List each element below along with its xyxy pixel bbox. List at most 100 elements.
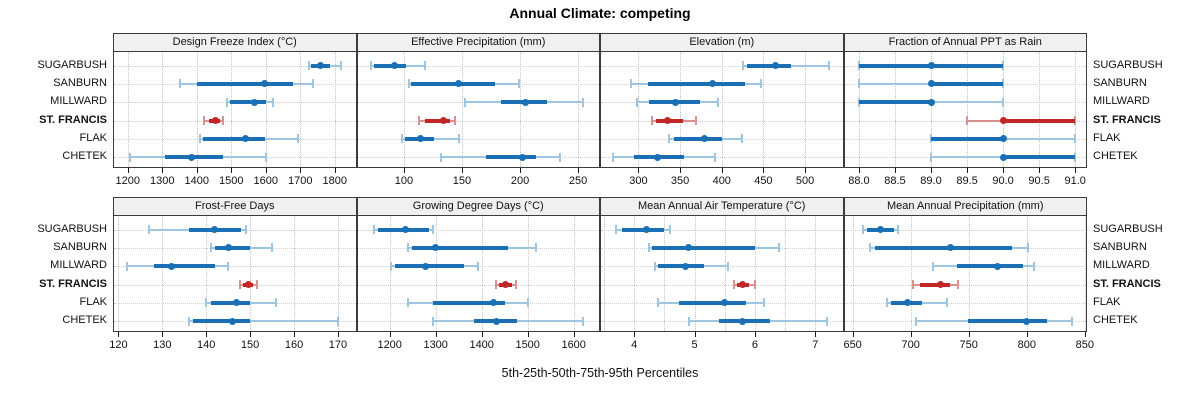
cap-5th	[862, 225, 865, 234]
site-label-left-millward: MILLWARD	[50, 259, 107, 272]
axis-tick	[300, 168, 302, 173]
cap-95th	[759, 79, 762, 89]
axis-tick-label: 1300	[150, 175, 175, 187]
axis-tick-label: 1200	[377, 339, 402, 351]
axis-tick	[265, 168, 267, 173]
axis-tick	[162, 168, 164, 173]
gridline	[573, 216, 575, 331]
panel-design-freeze-index-c: Design Freeze Index (°C)	[113, 33, 357, 168]
axis-tick-label: 160	[284, 339, 304, 351]
gridline	[435, 216, 437, 331]
axis-tick-label: 200	[510, 175, 530, 187]
range-box-25-75	[410, 81, 495, 86]
median-dot	[432, 244, 440, 252]
panel-header: Effective Precipitation (mm)	[356, 33, 600, 51]
gridline	[127, 52, 129, 167]
site-label-right-chetek: CHETEK	[1093, 314, 1138, 327]
median-dot	[422, 262, 430, 270]
row-reference-line	[601, 229, 843, 231]
site-label-left-sanburn: SANBURN	[53, 240, 107, 253]
axis-tick	[481, 332, 483, 337]
axis-tick-label: 800	[1017, 339, 1036, 351]
gridline	[162, 52, 164, 167]
site-label-left-chetek: CHETEK	[62, 150, 107, 163]
site-label-right-flak: FLAK	[1093, 295, 1121, 308]
median-dot	[927, 98, 935, 106]
panel-plot	[843, 51, 1087, 168]
axis-tick	[196, 168, 198, 173]
median-dot	[927, 80, 935, 88]
cap-95th	[515, 280, 518, 290]
cap-95th	[1026, 243, 1029, 253]
median-dot	[455, 80, 462, 88]
axis-tick	[118, 332, 120, 337]
cap-95th	[826, 316, 829, 326]
gridline	[461, 52, 463, 167]
cap-95th	[272, 97, 275, 107]
axis-tick-label: 1600	[561, 339, 586, 351]
panel-plot	[600, 51, 844, 168]
gridline	[634, 216, 636, 331]
range-box-25-75	[1003, 118, 1076, 123]
median-dot	[167, 262, 175, 270]
axis-tick	[127, 168, 129, 173]
gridline	[206, 216, 208, 331]
cap-95th	[265, 152, 268, 162]
cap-5th	[741, 61, 744, 70]
median-dot	[518, 153, 526, 161]
cap-95th	[423, 61, 426, 70]
axis-tick	[1039, 168, 1041, 173]
gridline	[785, 216, 787, 331]
range-box-25-75	[486, 155, 537, 160]
site-label-left-st-francis: ST. FRANCIS	[39, 113, 107, 126]
median-dot	[251, 98, 259, 106]
gridline	[852, 216, 854, 331]
site-label-right-millward: MILLWARD	[1093, 95, 1150, 108]
row-reference-line	[601, 284, 843, 286]
median-dot	[490, 299, 498, 307]
cap-95th	[581, 316, 584, 326]
cap-5th	[857, 79, 860, 89]
panel-effective-precipitation-mm: Effective Precipitation (mm)	[356, 33, 600, 168]
site-label-left-flak: FLAK	[79, 131, 107, 144]
gridline	[931, 52, 932, 167]
cap-5th	[432, 316, 435, 326]
gridline	[481, 216, 483, 331]
axis-tick-label: 88.5	[884, 175, 906, 187]
range-box-25-75	[858, 100, 931, 105]
axis-tick	[638, 168, 640, 173]
cap-5th	[418, 116, 421, 126]
median-dot	[212, 117, 220, 125]
cap-95th	[581, 97, 584, 107]
median-dot	[402, 226, 410, 233]
row-reference-line	[357, 138, 599, 140]
panel-header: Frost-Free Days	[113, 197, 357, 215]
axis-tick-label: 1600	[253, 175, 279, 187]
median-dot	[492, 317, 500, 325]
range-box-25-75	[1003, 155, 1076, 160]
axis-tick-label: 7	[812, 339, 819, 351]
axis-tick	[1003, 168, 1005, 173]
axis-tick-label: 90.0	[992, 175, 1014, 187]
site-label-left-sugarbush: SUGARBUSH	[37, 222, 107, 235]
range-box-25-75	[203, 136, 266, 141]
median-dot	[937, 281, 945, 289]
cap-95th	[340, 61, 342, 70]
panel-elevation-m: Elevation (m)	[600, 33, 844, 168]
median-dot	[261, 80, 269, 88]
axis-tick-label: 89.5	[956, 175, 978, 187]
gridline	[337, 216, 339, 331]
axis-tick-label: 650	[843, 339, 862, 351]
row-reference-line	[114, 120, 356, 122]
panel-header: Elevation (m)	[600, 33, 844, 51]
median-dot	[1023, 317, 1031, 325]
cap-5th	[615, 225, 618, 234]
median-dot	[522, 98, 530, 106]
cap-95th	[669, 225, 672, 234]
site-label-left-sanburn: SANBURN	[53, 76, 107, 89]
row-reference-line	[114, 266, 356, 268]
gridline	[527, 216, 529, 331]
median-dot	[903, 299, 911, 307]
gridline	[1039, 52, 1041, 167]
gridline	[162, 216, 164, 331]
